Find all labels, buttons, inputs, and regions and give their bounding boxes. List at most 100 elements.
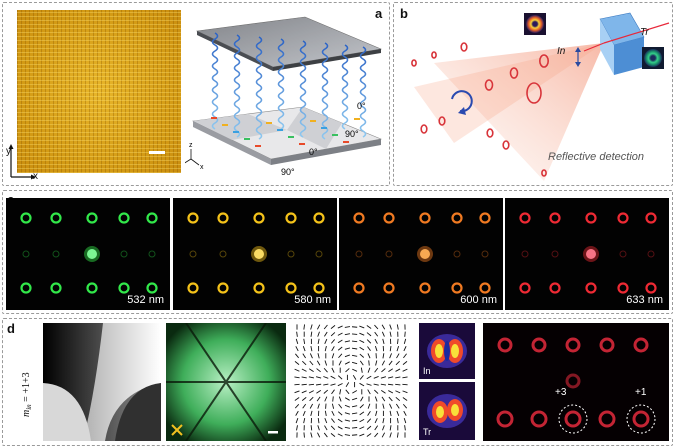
nanofin-mark (295, 418, 299, 424)
field-intensity-map (166, 323, 286, 441)
nanofin-mark (302, 410, 306, 416)
nanofin-mark (294, 390, 300, 394)
nanofin-mark (324, 410, 327, 417)
micrograph-image (17, 10, 181, 173)
vortex-spot (599, 337, 615, 353)
nanofin-mark (337, 418, 343, 423)
nanofin-bar (321, 127, 327, 129)
zero-order-halo (84, 246, 100, 262)
helix-beam (299, 40, 307, 138)
nanofin-mark (317, 331, 320, 337)
panel-b: In Tr Reflective detection b (393, 2, 673, 186)
vortex-spot (531, 337, 547, 353)
nanofin-mark (310, 410, 313, 417)
nanofin-mark (389, 410, 392, 417)
nanofin-mark (330, 425, 336, 430)
nanofin-mark (374, 432, 379, 438)
incident-label: In (557, 46, 566, 57)
axis3d-x-label: x (200, 164, 204, 171)
nanofin-mark (331, 367, 335, 373)
nanofin-mark (337, 411, 343, 416)
nanofin-mark (389, 425, 392, 431)
weak-spot (120, 250, 128, 258)
vortex-spot (598, 410, 616, 428)
nanofin-mark (324, 360, 328, 366)
nanofin-mark (395, 390, 401, 394)
nanofin-mark (388, 360, 393, 366)
nanofin-mark (316, 368, 321, 373)
nanofin-mark (373, 383, 379, 386)
vortex-array-532nm: 532 nm (6, 198, 170, 310)
nanofin-mark (331, 353, 335, 359)
nanofin-mark (374, 331, 379, 337)
transmitted-label: Tr (640, 27, 649, 38)
nanofin-bar (233, 131, 239, 133)
vortex-ring (20, 212, 32, 224)
nanofin-mark (301, 383, 307, 386)
nanofin-mark (395, 383, 401, 386)
panel-label-b: b (400, 6, 408, 21)
nanofin-bar (244, 138, 250, 140)
nanofin-mark (337, 426, 343, 430)
nanofin-mark (337, 339, 343, 344)
vortex-ring (217, 212, 229, 224)
m-symbol: m (21, 410, 32, 417)
nanofin-mark (389, 324, 392, 330)
in-label: In (423, 366, 431, 376)
nanofin-mark (302, 360, 307, 366)
weak-spot (521, 250, 529, 258)
nanofin-mark (396, 324, 399, 330)
nanofin-mark (337, 433, 343, 437)
panel-label-a: a (375, 6, 383, 21)
vortex-ring (526, 82, 542, 104)
nanofin-mark (324, 338, 328, 344)
vortex-ring (146, 282, 158, 294)
vortex-ring (431, 51, 437, 59)
nanofin-mark (396, 417, 399, 424)
nanofin-mark (337, 375, 343, 380)
zero-order-halo (583, 246, 599, 262)
vortex-ring (419, 282, 431, 294)
nanofin-mark (338, 360, 342, 366)
transmitted-beam-profile: Tr (419, 382, 475, 440)
nanofin-mark (381, 432, 386, 438)
nanofin-mark (337, 346, 343, 351)
nanofin-mark (323, 432, 328, 438)
nanofin-mark (366, 332, 372, 337)
nanofin-mark (308, 383, 315, 386)
order-label-plus3: +3 (555, 387, 567, 398)
nanofin-mark (366, 418, 372, 423)
nanofin-mark (337, 383, 343, 387)
nanofin-bar (354, 118, 360, 120)
vortex-ring (146, 212, 158, 224)
vortex-ring (486, 128, 494, 138)
nanofin-mark (402, 383, 408, 386)
nanofin-mark (403, 410, 407, 416)
weak-spot (287, 250, 295, 258)
nanofin-bar (222, 124, 228, 126)
nanofin-mark (388, 390, 394, 394)
nanofin-mark (374, 396, 378, 402)
nanofin-mark (338, 396, 342, 402)
nanofin-mark (316, 390, 322, 394)
nanofin-mark (308, 390, 314, 394)
nanofin-mark (344, 347, 351, 350)
vortex-ring (438, 116, 446, 126)
vortex-ring (451, 212, 463, 224)
nanofin-mark (403, 338, 407, 345)
vortex-ring (479, 282, 491, 294)
nanofin-mark (374, 425, 379, 431)
nanofin-mark (330, 433, 336, 437)
nanofin-bar (288, 136, 294, 138)
vortex-ring (253, 282, 265, 294)
nanofin-mark (352, 390, 358, 394)
nanofin-mark (367, 367, 371, 373)
vortex-ring (353, 282, 365, 294)
nanofin-mark (301, 368, 307, 372)
nanofin-mark (302, 353, 306, 359)
nanofin-mark (310, 324, 313, 330)
order-highlight-plus1 (626, 404, 656, 434)
nanofin-mark (316, 396, 321, 402)
vortex-spot (497, 337, 513, 353)
nanofin-mark (317, 417, 320, 424)
